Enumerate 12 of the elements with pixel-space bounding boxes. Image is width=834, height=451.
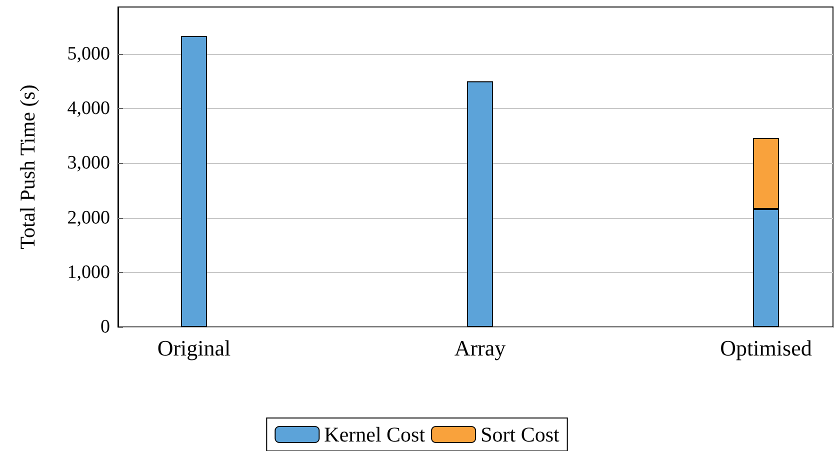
x-tick-label: Array	[454, 336, 506, 360]
y-tick-label: 3,000	[67, 152, 110, 174]
y-axis-title: Total Push Time (s)	[16, 84, 40, 250]
y-tick-label: 0	[100, 316, 110, 338]
y-tick-label: 1,000	[67, 262, 110, 283]
x-tick-label: Original	[157, 336, 231, 360]
y-tick-label: 2,000	[67, 207, 110, 228]
x-tick-label: Optimised	[720, 336, 812, 360]
legend-label: Kernel Cost	[324, 422, 426, 446]
y-tick-label: 4,000	[67, 98, 110, 120]
y-tick-label: 5,000	[67, 43, 110, 64]
legend-label: Sort Cost	[480, 422, 560, 446]
